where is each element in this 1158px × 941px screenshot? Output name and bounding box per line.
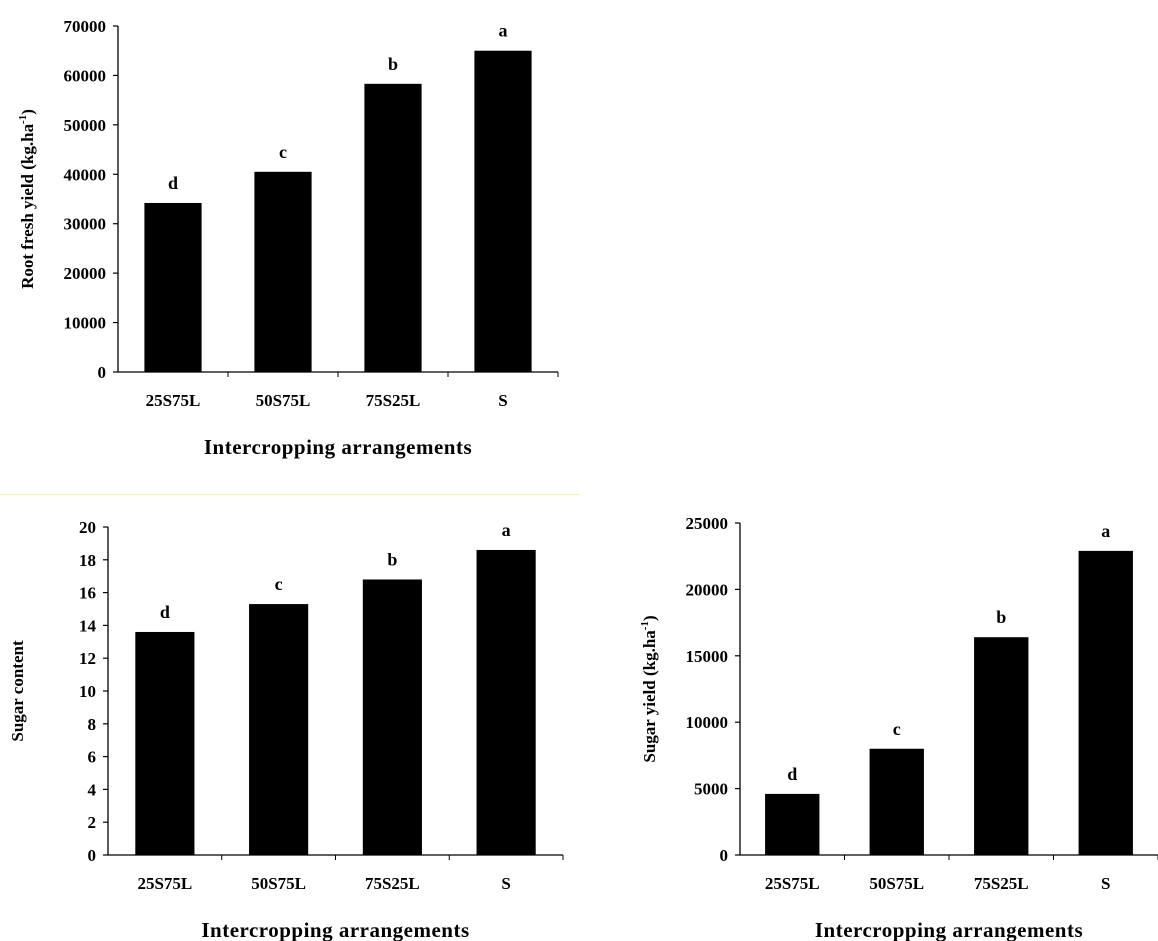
y-tick-label: 30000 [64, 215, 107, 234]
y-tick-label: 12 [79, 649, 96, 668]
y-tick-label: 20000 [686, 580, 729, 599]
bar [362, 579, 422, 855]
category-label: 75S25L [365, 874, 420, 893]
category-label: 25S75L [765, 874, 820, 893]
bar [476, 549, 536, 855]
y-axis-title-end: ) [18, 109, 37, 115]
y-tick-label: 20000 [64, 264, 107, 283]
y-tick-label: 10000 [64, 314, 107, 333]
y-tick-label: 0 [88, 846, 97, 865]
y-tick-label: 25000 [686, 514, 729, 533]
significance-letter: a [502, 520, 511, 540]
significance-letter: a [499, 21, 508, 41]
category-label: 25S75L [146, 391, 201, 410]
bar [144, 202, 202, 372]
significance-letter: b [996, 607, 1006, 627]
y-tick-label: 20 [79, 518, 96, 537]
bar [135, 631, 195, 855]
significance-letter: d [787, 764, 797, 784]
category-label: S [1101, 874, 1110, 893]
y-tick-label: 70000 [64, 17, 107, 36]
category-label: 75S25L [974, 874, 1029, 893]
y-tick-label: 5000 [694, 780, 728, 799]
y-axis-title: Root fresh yield (kg.ha-1) [17, 109, 37, 289]
y-axis-title-main: Root fresh yield (kg.ha [18, 123, 37, 288]
y-tick-label: 50000 [64, 116, 107, 135]
chart-svg: 0 2 4 6 8 10 12 14 16 18 20 d 25S75L c 50S75L b 75S25L a S… [8, 518, 564, 941]
y-tick-label: 8 [88, 715, 97, 734]
significance-letter: b [388, 54, 398, 74]
y-axis-title: Sugar yield (kg.ha-1) [639, 615, 659, 762]
significance-letter: a [1101, 521, 1110, 541]
chart-svg: 0 10000 20000 30000 40000 50000 60000 70000 d 25S… [17, 17, 559, 459]
category-label: S [498, 391, 507, 410]
y-tick-label: 14 [79, 616, 97, 635]
x-axis-title: Intercropping arrangements [204, 435, 472, 459]
y-tick-label: 60000 [64, 66, 107, 85]
y-tick-label: 4 [88, 780, 97, 799]
bar [869, 748, 924, 855]
x-axis-title: Intercropping arrangements [201, 918, 469, 941]
y-tick-label: 0 [98, 363, 107, 382]
significance-letter: b [387, 549, 397, 569]
y-tick-label: 40000 [64, 165, 107, 184]
y-tick-label: 0 [720, 846, 729, 865]
significance-letter: d [168, 173, 178, 193]
chart-root-fresh-yield: 0 10000 20000 30000 40000 50000 60000 70000 d 25S… [0, 0, 570, 470]
category-label: 50S75L [256, 391, 311, 410]
y-axis-title-main: Sugar yield (kg.ha [640, 630, 659, 763]
bar [364, 83, 422, 373]
y-axis-title-sup: -1 [639, 621, 651, 630]
y-axis-title-sup: -1 [17, 115, 29, 124]
bar [1078, 550, 1133, 855]
significance-letter: d [160, 602, 170, 622]
bar [765, 793, 820, 855]
y-axis-title-main: Sugar content [8, 640, 27, 742]
category-label: S [501, 874, 510, 893]
y-axis-title-end: ) [640, 615, 659, 621]
category-label: 50S75L [251, 874, 306, 893]
y-tick-label: 15000 [686, 647, 729, 666]
bar [974, 637, 1029, 855]
significance-letter: c [279, 142, 287, 162]
significance-letter: c [893, 719, 901, 739]
category-label: 25S75L [137, 874, 192, 893]
y-tick-label: 10000 [686, 713, 729, 732]
y-tick-label: 10 [79, 682, 96, 701]
y-tick-label: 18 [79, 551, 96, 570]
y-tick-label: 2 [88, 813, 97, 832]
bar [254, 171, 312, 372]
y-tick-label: 16 [79, 584, 96, 603]
bar [474, 50, 532, 372]
panel-divider [0, 494, 580, 495]
significance-letter: c [275, 574, 283, 594]
category-label: 75S25L [366, 391, 421, 410]
y-axis-title: Sugar content [8, 640, 27, 742]
category-label: 50S75L [869, 874, 924, 893]
x-axis-title: Intercropping arrangements [815, 918, 1083, 941]
bar [249, 604, 309, 855]
y-tick-label: 6 [88, 748, 97, 767]
chart-sugar-content: 0 2 4 6 8 10 12 14 16 18 20 d 25S75L c 50S75L b 75S25L a S… [8, 518, 564, 941]
